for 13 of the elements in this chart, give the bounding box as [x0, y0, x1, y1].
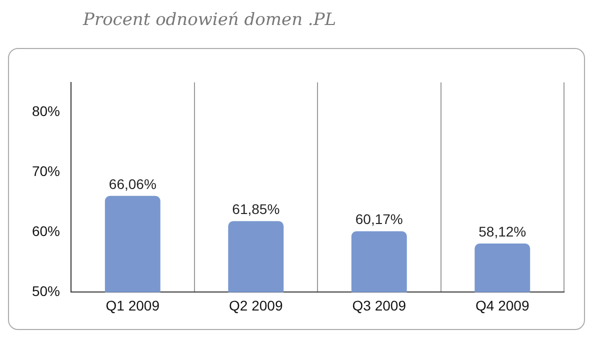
y-tick-label: 50%	[32, 283, 60, 300]
data-label: 58,12%	[478, 223, 526, 240]
y-tick-label: 70%	[32, 163, 60, 180]
data-label: 61,85%	[232, 201, 280, 218]
y-tick-label: 80%	[32, 103, 60, 120]
x-tick-label: Q2 2009	[229, 297, 283, 314]
data-label: 66,06%	[108, 176, 156, 192]
y-tick-label: 60%	[32, 223, 60, 240]
chart-title: Procent odnowień domen .PL	[83, 10, 336, 30]
x-tick-label: Q3 2009	[352, 297, 406, 314]
x-tick-label: Q1 2009	[106, 297, 160, 314]
data-label: 60,17%	[355, 211, 403, 228]
x-tick-label: Q4 2009	[476, 297, 530, 314]
